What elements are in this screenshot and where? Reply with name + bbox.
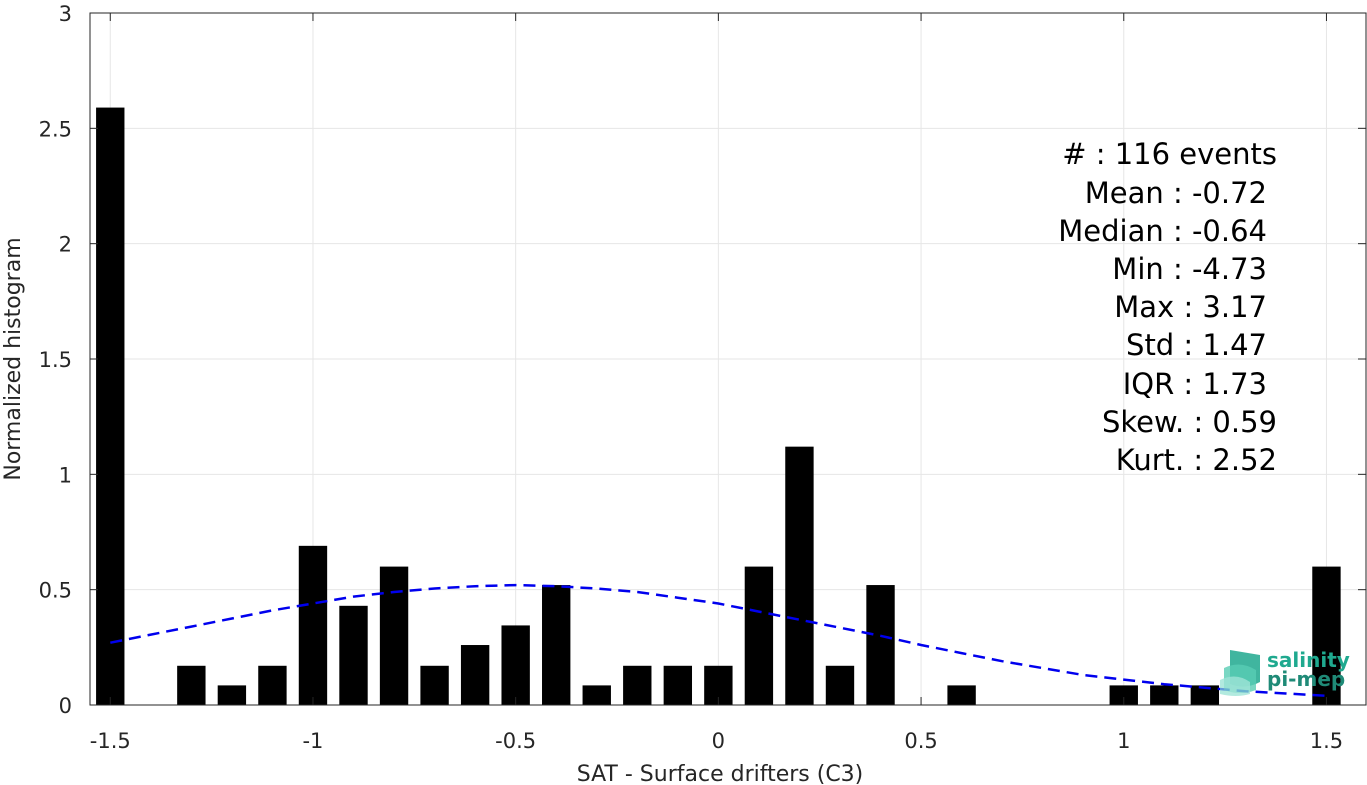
x-tick-label: 0.5: [904, 729, 937, 753]
histogram-bar: [623, 665, 652, 705]
logo-text-salinity: salinity: [1267, 648, 1350, 672]
histogram-bar: [298, 545, 328, 705]
histogram-bar: [177, 665, 206, 705]
logo-text-pi-mep: pi-mep: [1267, 667, 1345, 691]
stat-std: Std : 1.47: [1126, 328, 1267, 362]
histogram-bar: [947, 685, 976, 705]
histogram-bar: [501, 625, 530, 705]
stat-kurt: Kurt. : 2.52: [1116, 443, 1277, 477]
y-tick-label: 2.5: [39, 117, 72, 141]
axis-ticks: -1.5 -1 -0.5 0 0.5 1 1.5 0 0.5 1 1.5 2 2.5 3: [39, 2, 1366, 753]
histogram-bar: [1109, 685, 1138, 705]
stat-iqr: IQR : 1.73: [1123, 367, 1267, 401]
gaussian-fit-curve: [110, 583, 1327, 698]
y-tick-label: 2: [59, 233, 72, 257]
x-tick-label: 0: [712, 729, 725, 753]
histogram-bar: [663, 665, 693, 705]
histogram-bar: [866, 585, 895, 705]
x-tick-label: -1.5: [90, 729, 131, 753]
x-tick-label: -1: [302, 729, 323, 753]
stat-max: Max : 3.17: [1114, 290, 1267, 324]
histogram-bar: [96, 107, 125, 705]
histogram-bar: [1190, 685, 1220, 705]
x-tick-label: 1: [1117, 729, 1130, 753]
y-tick-label: 0: [59, 694, 72, 718]
logo-wave-icon: [1220, 650, 1260, 696]
histogram-bar: [258, 665, 287, 705]
y-tick-label: 3: [59, 2, 72, 26]
histogram-bar: [1150, 685, 1179, 705]
histogram-bar: [217, 685, 247, 705]
x-tick-label: -0.5: [495, 729, 536, 753]
stat-min: Min : -4.73: [1112, 252, 1267, 286]
salinity-pi-mep-logo: salinity pi-mep: [1220, 648, 1350, 696]
stat-mean: Mean : -0.72: [1085, 176, 1267, 210]
histogram-bar: [460, 645, 490, 705]
stat-median: Median : -0.64: [1058, 214, 1267, 248]
y-tick-label: 0.5: [39, 579, 72, 603]
bars: [96, 107, 1341, 705]
statistics-annotation: # : 116 events Mean : -0.72 Median : -0.…: [1058, 137, 1277, 477]
y-tick-label: 1.5: [39, 348, 72, 372]
histogram-bar: [542, 585, 571, 705]
x-tick-label: 1.5: [1310, 729, 1343, 753]
histogram-bar: [379, 566, 409, 705]
x-axis-label: SAT - Surface drifters (C3): [577, 762, 864, 785]
stat-skew: Skew. : 0.59: [1102, 405, 1277, 439]
histogram-bar: [582, 685, 611, 705]
histogram-bar: [339, 605, 368, 705]
stat-events: # : 116 events: [1062, 137, 1277, 171]
histogram-bar: [785, 446, 814, 705]
histogram-bar: [420, 665, 449, 705]
y-tick-label: 1: [59, 463, 72, 487]
histogram-bar: [744, 566, 774, 705]
histogram-bar: [825, 665, 855, 705]
y-axis-label: Normalized histogram: [1, 237, 26, 480]
histogram-bar: [1312, 566, 1341, 705]
